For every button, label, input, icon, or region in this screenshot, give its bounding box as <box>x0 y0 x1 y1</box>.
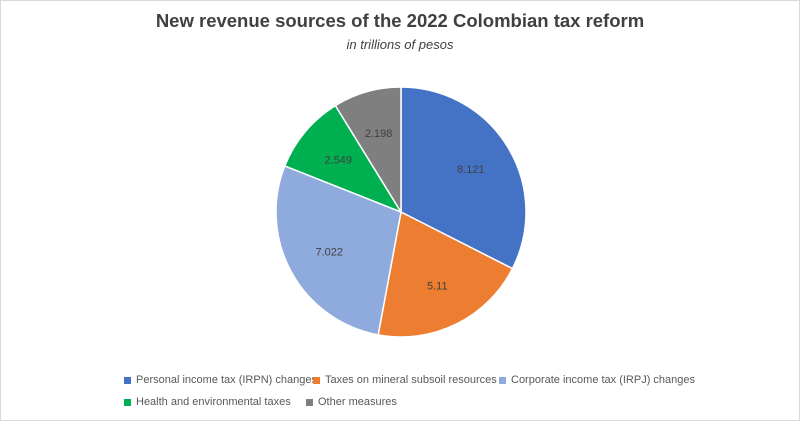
legend: Personal income tax (IRPN) changes Taxes… <box>1 369 799 413</box>
pie-data-labels: 8.121 5.11 7.022 2.549 2.198 <box>315 128 484 292</box>
legend-swatch <box>124 398 131 406</box>
legend-label: Other measures <box>318 396 397 408</box>
legend-swatch <box>313 376 320 384</box>
data-label: 2.549 <box>324 154 352 166</box>
legend-label: Corporate income tax (IRPJ) changes <box>511 374 696 386</box>
legend-item-mineral-subsoil-taxes: Taxes on mineral subsoil resources <box>313 369 497 391</box>
chart-title: New revenue sources of the 2022 Colombia… <box>155 10 645 31</box>
legend-label: Taxes on mineral subsoil resources <box>325 374 497 386</box>
legend-row-2: Health and environmental taxes Other mea… <box>1 391 799 413</box>
legend-label: Personal income tax (IRPN) changes <box>136 374 317 386</box>
legend-swatch <box>499 376 506 384</box>
data-label: 5.11 <box>427 281 448 293</box>
legend-label: Health and environmental taxes <box>136 396 291 408</box>
legend-swatch <box>306 398 313 406</box>
pie-slices <box>275 86 527 338</box>
legend-item-health-environmental-taxes: Health and environmental taxes <box>124 391 291 413</box>
data-label: 2.198 <box>365 128 393 140</box>
slice-other-measures <box>334 86 402 215</box>
legend-swatch <box>124 376 131 384</box>
legend-row-1: Personal income tax (IRPN) changes Taxes… <box>1 369 799 391</box>
slice-personal-income-tax <box>400 86 527 270</box>
legend-item-personal-income-tax: Personal income tax (IRPN) changes <box>124 369 317 391</box>
legend-item-other-measures: Other measures <box>306 391 397 413</box>
data-label: 7.022 <box>315 247 343 259</box>
data-label: 8.121 <box>457 164 485 176</box>
slice-mineral-subsoil-taxes <box>377 210 514 338</box>
slice-corporate-income-tax <box>275 164 402 336</box>
slice-health-environmental-taxes <box>283 104 403 214</box>
legend-item-corporate-income-tax: Corporate income tax (IRPJ) changes <box>499 369 695 391</box>
chart-subtitle: in trillions of pesos <box>346 37 454 52</box>
